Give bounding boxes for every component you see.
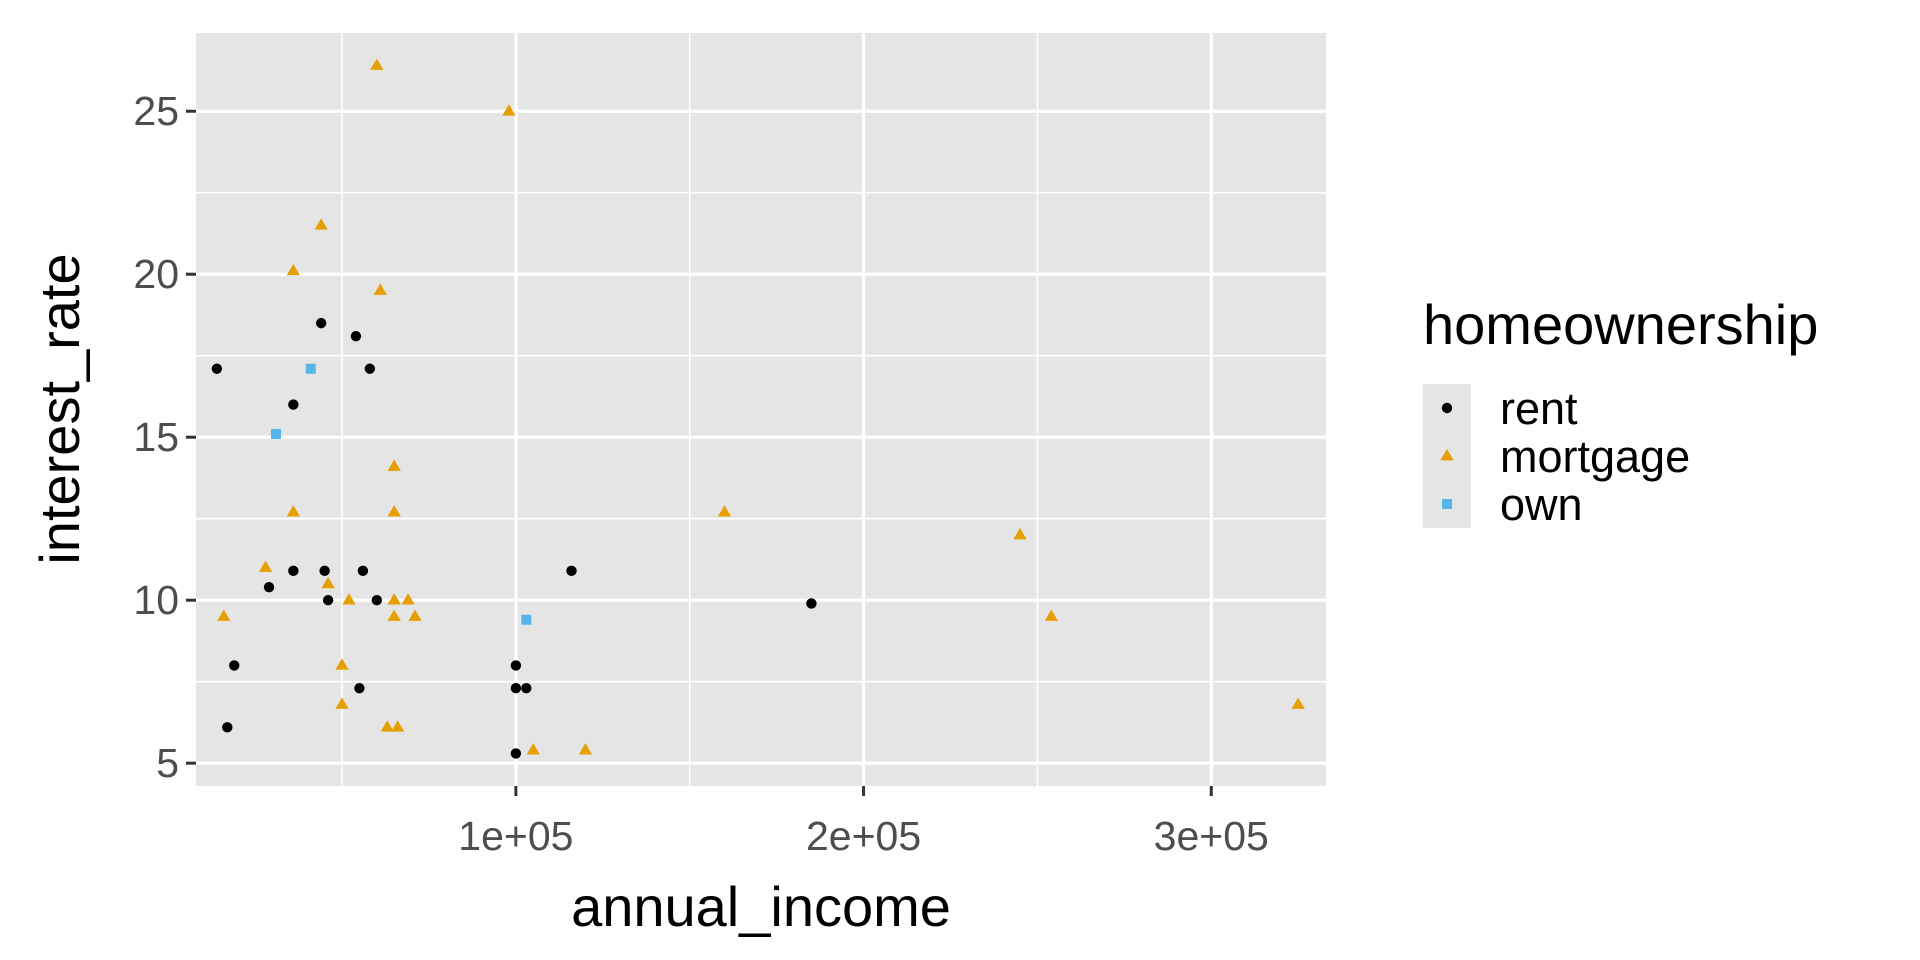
- own-point: [270, 428, 281, 439]
- mortgage-point: [401, 593, 415, 605]
- rent-point: [566, 565, 577, 577]
- legend-key-rent: [1441, 402, 1453, 414]
- legend-key-own: [1442, 499, 1452, 509]
- rent-point: [319, 565, 330, 577]
- mortgage-point: [342, 593, 356, 605]
- mortgage-point: [286, 263, 301, 276]
- data-points: [211, 58, 1305, 759]
- mortgage-point: [578, 743, 593, 755]
- y-tick-label: 5: [156, 740, 179, 786]
- mortgage-point: [387, 505, 401, 517]
- rent-point: [288, 399, 299, 410]
- rent-point: [371, 594, 382, 606]
- y-tick-label: 25: [133, 88, 179, 134]
- y-axis: 5 10 15 20 25: [133, 88, 196, 786]
- y-axis-title: interest_rate: [28, 253, 91, 564]
- rent-point: [354, 683, 365, 694]
- mortgage-point: [387, 593, 401, 605]
- y-tick-label: 10: [133, 577, 179, 623]
- mortgage-point: [286, 505, 301, 517]
- rent-point: [222, 722, 233, 733]
- plot-panel: [196, 33, 1326, 786]
- mortgage-point: [408, 609, 422, 621]
- legend-label-mortgage: mortgage: [1500, 431, 1690, 482]
- rent-point: [315, 317, 327, 329]
- mortgage-point: [373, 283, 387, 295]
- mortgage-point: [335, 697, 349, 709]
- mortgage-point: [1013, 528, 1027, 540]
- x-axis: 1e+05 2e+05 3e+05: [458, 786, 1269, 859]
- mortgage-point: [387, 459, 401, 471]
- mortgage-point: [314, 218, 328, 230]
- minor-gridlines: [196, 33, 1326, 786]
- mortgage-point: [526, 743, 540, 755]
- mortgage-point: [335, 658, 349, 670]
- x-tick-label: 1e+05: [458, 813, 573, 859]
- mortgage-point: [380, 720, 394, 732]
- rent-point: [229, 660, 240, 671]
- mortgage-point: [1044, 609, 1058, 621]
- rent-point: [510, 683, 522, 694]
- own-point: [521, 614, 532, 625]
- x-axis-title: annual_income: [571, 875, 951, 938]
- legend-key-mortgage: [1440, 449, 1454, 461]
- mortgage-point: [1291, 697, 1305, 709]
- mortgage-point: [387, 609, 401, 621]
- major-gridlines: [196, 33, 1326, 786]
- rent-point: [510, 660, 522, 671]
- rent-point: [288, 565, 299, 577]
- mortgage-point: [370, 58, 384, 70]
- y-tick-label: 15: [133, 414, 179, 460]
- rent-point: [364, 363, 376, 374]
- legend-title: homeownership: [1423, 293, 1818, 356]
- mortgage-point: [321, 576, 335, 589]
- rent-point: [263, 581, 275, 593]
- rent-point: [211, 363, 223, 374]
- mortgage-point: [717, 505, 732, 517]
- rent-point: [510, 748, 522, 759]
- rent-point: [521, 683, 532, 694]
- mortgage-point: [391, 720, 405, 732]
- x-tick-label: 2e+05: [806, 813, 921, 859]
- legend-label-rent: rent: [1500, 383, 1578, 434]
- rent-point: [357, 565, 369, 577]
- rent-point: [322, 594, 334, 606]
- mortgage-point: [502, 104, 516, 116]
- x-tick-label: 3e+05: [1154, 813, 1269, 859]
- legend-label-own: own: [1500, 479, 1583, 530]
- own-point: [305, 363, 316, 374]
- mortgage-point: [258, 560, 273, 572]
- rent-point: [350, 330, 362, 342]
- rent-point: [806, 598, 817, 609]
- mortgage-point: [217, 609, 231, 621]
- y-tick-label: 20: [133, 251, 179, 297]
